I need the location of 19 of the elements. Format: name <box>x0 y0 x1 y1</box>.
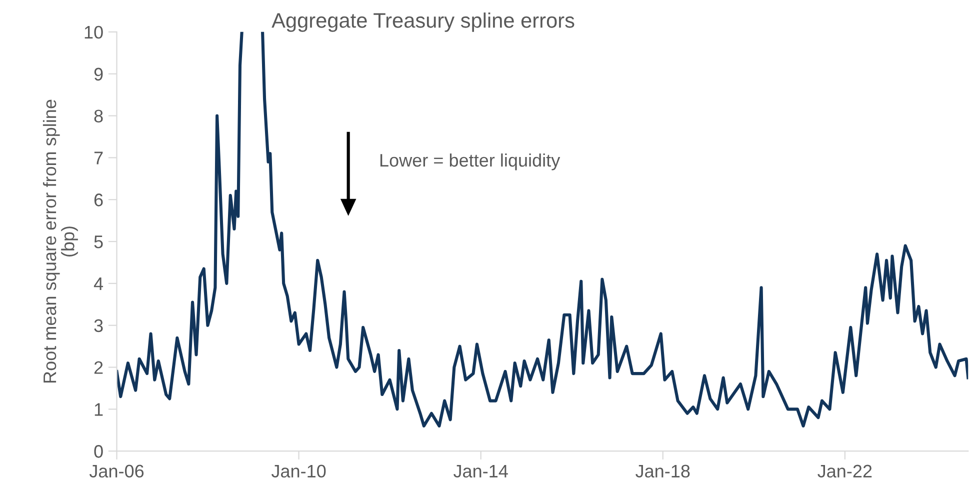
x-tick-label: Jan-06 <box>89 464 144 478</box>
y-tick-label: 8 <box>94 110 103 122</box>
annotation: Lower = better liquidity <box>380 153 560 170</box>
x-tick-label: Jan-22 <box>818 464 872 478</box>
y-tick-label: 10 <box>84 26 103 39</box>
y-axis-title: Root mean square error from spline (bp) <box>42 100 78 383</box>
y-tick-label: 4 <box>94 278 104 290</box>
y-tick-label: 6 <box>94 194 103 206</box>
y-tick-label: 3 <box>94 319 103 332</box>
y-tick-label: 9 <box>94 68 103 81</box>
x-tick-label: Jan-10 <box>271 464 326 478</box>
chart-title: Aggregate Treasury spline errors <box>272 12 574 32</box>
y-tick-label: 0 <box>94 445 103 458</box>
y-tick-label: 2 <box>94 361 103 374</box>
y-tick-label: 1 <box>94 403 103 416</box>
x-tick-label: Jan-18 <box>636 464 690 478</box>
y-tick-label: 5 <box>94 236 103 248</box>
y-tick-label: 7 <box>94 152 103 164</box>
x-tick-label: Jan-14 <box>454 464 508 478</box>
